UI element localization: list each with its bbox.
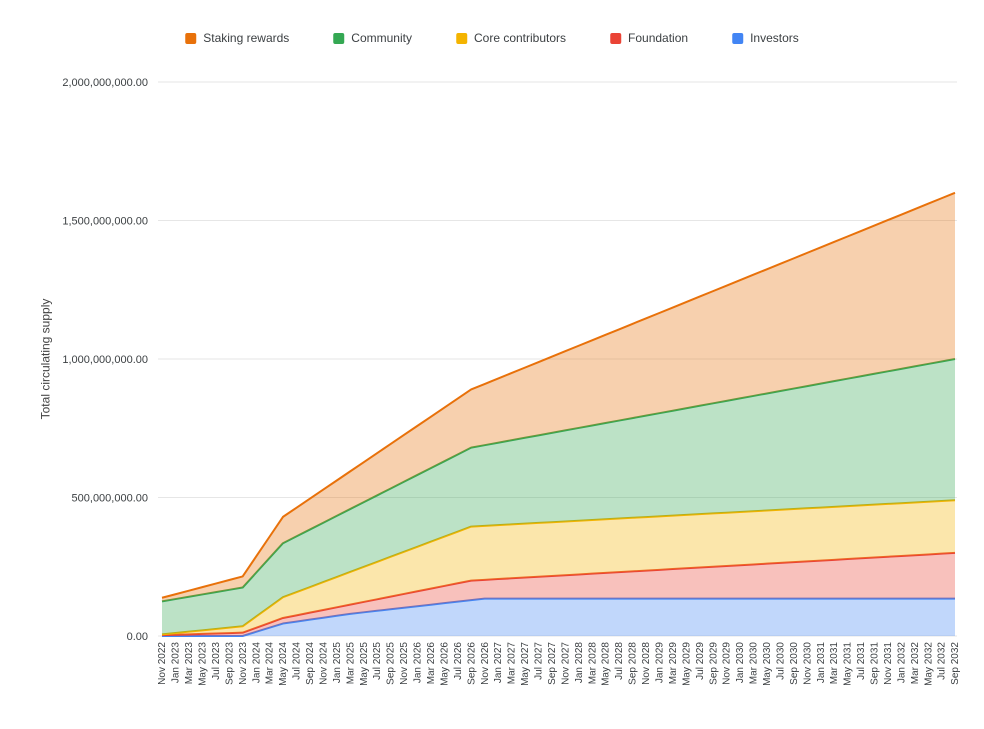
x-tick-label: Nov 2026	[480, 642, 491, 685]
x-tick-label: Nov 2030	[802, 642, 813, 685]
x-tick-label: Mar 2031	[829, 642, 840, 685]
legend-label: Core contributors	[473, 31, 567, 45]
x-tick-label: Sep 2029	[708, 642, 719, 685]
legend-label: Staking rewards	[203, 31, 290, 45]
x-tick-label: May 2024	[278, 642, 289, 686]
x-tick-label: May 2032	[923, 642, 934, 686]
x-tick-label: Jul 2029	[695, 642, 706, 680]
x-tick-label: Nov 2028	[641, 642, 652, 685]
legend-swatch	[185, 32, 197, 44]
x-tick-label: May 2026	[439, 642, 450, 686]
x-tick-label: Jan 2025	[332, 642, 343, 684]
x-tick-label: Nov 2024	[318, 642, 329, 685]
legend-item-investors: Investors	[732, 31, 799, 45]
x-tick-label: Mar 2026	[426, 642, 437, 685]
x-tick-label: Sep 2023	[224, 642, 235, 685]
x-tick-label: Mar 2030	[749, 642, 760, 685]
x-tick-label: Nov 2025	[399, 642, 410, 685]
x-tick-label: Sep 2031	[870, 642, 881, 685]
x-tick-label: Sep 2027	[547, 642, 558, 685]
x-tick-label: Jan 2028	[574, 642, 585, 684]
y-tick-label: 0.00	[127, 631, 148, 643]
x-tick-label: Mar 2029	[668, 642, 679, 685]
line-core-contributors	[161, 499, 956, 636]
x-tick-label: Jul 2025	[372, 642, 383, 680]
x-tick-label: Nov 2022	[157, 642, 168, 685]
x-tick-label: Nov 2023	[238, 642, 249, 685]
x-tick-label: Mar 2032	[910, 642, 921, 685]
x-tick-label: Mar 2027	[507, 642, 518, 685]
x-tick-label: Mar 2025	[345, 642, 356, 685]
x-tick-label: Jul 2023	[211, 642, 222, 680]
legend-swatch	[732, 32, 744, 44]
x-tick-label: Jul 2032	[937, 642, 948, 680]
x-tick-label: Jul 2030	[775, 642, 786, 680]
x-tick-label: Nov 2027	[560, 642, 571, 685]
y-tick-label: 1,500,000,000.00	[62, 216, 148, 228]
legend-label: Foundation	[628, 31, 689, 45]
y-tick-label: 500,000,000.00	[72, 493, 148, 505]
legend-swatch	[333, 32, 345, 44]
x-tick-label: May 2023	[198, 642, 209, 686]
x-tick-label: Mar 2023	[184, 642, 195, 685]
area-community	[162, 359, 955, 635]
x-tick-label: Jul 2024	[292, 642, 303, 680]
x-tick-label: Jan 2032	[896, 642, 907, 684]
x-tick-label: Sep 2025	[386, 642, 397, 685]
y-tick-label: 2,000,000,000.00	[62, 77, 148, 89]
line-foundation	[161, 551, 956, 637]
x-tick-label: May 2031	[843, 642, 854, 686]
x-tick-label: May 2029	[681, 642, 692, 686]
line-investors	[162, 597, 955, 637]
x-tick-label: Jul 2027	[534, 642, 545, 680]
x-tick-label: Jan 2030	[735, 642, 746, 684]
legend-item-foundation: Foundation	[610, 31, 688, 45]
area-staking-rewards	[162, 192, 955, 602]
x-tick-label: Jan 2026	[413, 642, 424, 684]
legend-item-core-contributors: Core contributors	[455, 31, 567, 45]
x-tick-label: Jul 2028	[614, 642, 625, 680]
x-tick-label: May 2028	[601, 642, 612, 686]
area-core-contributors	[162, 500, 955, 636]
x-tick-label: Jan 2029	[655, 642, 666, 684]
line-staking-rewards	[161, 191, 956, 599]
x-tick-label: Sep 2032	[950, 642, 961, 685]
x-tick-label: Sep 2024	[305, 642, 316, 685]
legend-item-staking-rewards: Staking rewards	[185, 31, 289, 45]
x-tick-label: Nov 2029	[722, 642, 733, 685]
x-tick-label: Jul 2031	[856, 642, 867, 680]
x-tick-label: Mar 2024	[265, 642, 276, 685]
x-tick-label: Jul 2026	[453, 642, 464, 680]
chart-legend: Staking rewards Community Core contributor…	[185, 31, 799, 45]
x-tick-label: Sep 2026	[466, 642, 477, 685]
line-community	[161, 358, 956, 603]
x-tick-label: Mar 2028	[587, 642, 598, 685]
x-tick-label: Jan 2023	[171, 642, 182, 684]
legend-item-community: Community	[333, 31, 412, 45]
x-tick-label: Sep 2028	[628, 642, 639, 685]
x-tick-label: Jan 2024	[251, 642, 262, 684]
area-foundation	[162, 552, 955, 636]
x-tick-label: Jan 2031	[816, 642, 827, 684]
x-tick-label: May 2030	[762, 642, 773, 686]
x-tick-label: May 2027	[520, 642, 531, 686]
legend-swatch	[610, 32, 622, 44]
x-tick-label: May 2025	[359, 642, 370, 686]
x-tick-label: Sep 2030	[789, 642, 800, 685]
x-tick-label: Nov 2031	[883, 642, 894, 685]
legend-label: Investors	[750, 31, 799, 45]
area-investors	[162, 598, 955, 636]
legend-label: Community	[351, 31, 412, 45]
legend-swatch	[455, 32, 467, 44]
y-tick-label: 1,000,000,000.00	[62, 354, 148, 366]
x-tick-label: Jan 2027	[493, 642, 504, 684]
